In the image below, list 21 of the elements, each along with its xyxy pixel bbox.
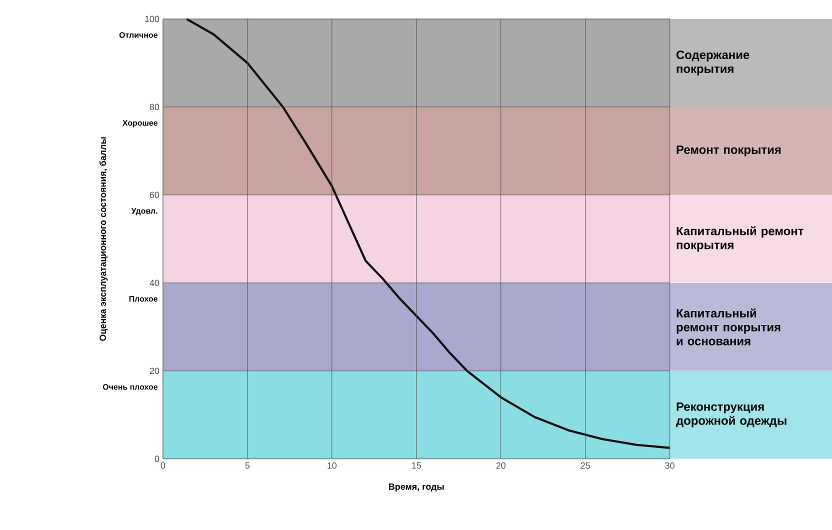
band-label: Реконструкция дорожной одежды: [676, 402, 786, 428]
band-label: Ремонт покрытия: [676, 146, 781, 156]
y-tick-label: 60: [150, 192, 160, 198]
y-tick-label: 40: [150, 280, 160, 286]
y-tick-label: 100: [145, 16, 160, 22]
x-tick-label: 10: [328, 462, 337, 469]
x-tick-label: 0: [160, 462, 166, 469]
x-tick-label: 15: [412, 462, 421, 469]
x-axis-title: Время, годы: [388, 484, 444, 492]
y-axis-title: Оценка эксплуатационного состояния, баллы: [99, 137, 108, 341]
x-tick-label: 30: [665, 462, 674, 469]
y-tick-label: 0: [154, 456, 160, 462]
band-label: Содержание покрытия: [676, 50, 750, 76]
band-label: Капитальный ремонт покрытия: [676, 226, 804, 252]
band-label: Капитальный ремонт покрытия и основания: [676, 308, 780, 346]
line-series: [186, 18, 671, 450]
y-tick-label: 20: [150, 368, 160, 374]
y-tick-label: 80: [150, 104, 160, 110]
x-tick-label: 5: [245, 462, 250, 469]
x-tick-label: 20: [496, 462, 506, 469]
x-tick-label: 25: [580, 462, 590, 469]
